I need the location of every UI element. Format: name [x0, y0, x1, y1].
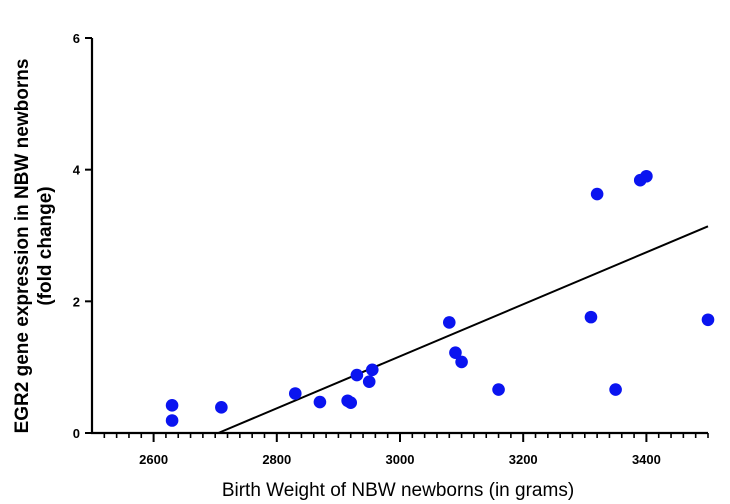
axis-ticks — [85, 37, 709, 442]
data-point — [288, 387, 302, 400]
y-tick-label: 6 — [73, 31, 80, 46]
x-tick-label: 3400 — [632, 452, 661, 467]
regression-line-group — [217, 225, 709, 434]
data-point — [313, 395, 327, 409]
data-point — [165, 414, 179, 427]
x-tick-label: 3200 — [509, 452, 538, 467]
y-tick-label: 4 — [73, 163, 81, 178]
data-point — [640, 169, 653, 183]
data-point — [365, 363, 379, 377]
y-axis-title: EGR2 gene expression in NBW newborns (fo… — [12, 59, 56, 434]
regression-line — [217, 225, 709, 434]
data-point — [344, 396, 358, 410]
y-axis-title-line-2: (fold change) — [35, 186, 56, 305]
x-tick-label: 3000 — [386, 452, 415, 467]
data-point — [455, 355, 468, 369]
tick-labels: 0 2 4 6 2600 2800 3000 3200 3400 — [73, 31, 661, 467]
data-point — [609, 383, 622, 396]
x-axis-title: Birth Weight of NBW newborns (in grams) — [222, 480, 574, 501]
y-tick-label: 0 — [73, 426, 80, 441]
data-points — [165, 169, 715, 427]
y-tick-label: 2 — [73, 294, 80, 309]
data-point — [584, 310, 598, 324]
data-point — [350, 368, 364, 382]
data-point — [442, 316, 456, 329]
x-tick-label: 2600 — [139, 452, 168, 467]
x-tick-label: 2800 — [262, 452, 291, 467]
data-point — [590, 187, 604, 201]
data-point — [215, 401, 228, 414]
data-point — [449, 346, 462, 359]
data-point — [701, 313, 715, 327]
y-axis-title-line-1: EGR2 gene expression in NBW newborns — [12, 59, 33, 434]
data-point — [492, 383, 505, 396]
data-point — [165, 399, 179, 412]
axes — [90, 38, 708, 435]
data-point — [362, 375, 376, 388]
